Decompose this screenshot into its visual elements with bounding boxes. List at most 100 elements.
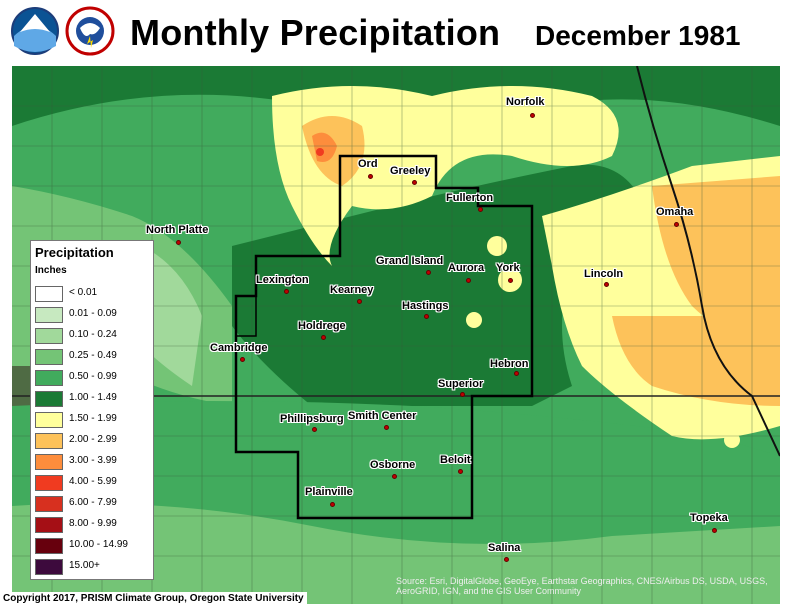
- legend-item: 8.00 - 9.99: [35, 516, 151, 534]
- missouri-river-boundary: [636, 66, 780, 457]
- legend-item: 0.50 - 0.99: [35, 369, 151, 387]
- legend-swatch: [35, 475, 63, 491]
- nws-logo-icon: [65, 6, 115, 56]
- legend-swatch: [35, 538, 63, 554]
- legend-label: 0.50 - 0.99: [69, 371, 117, 382]
- city-dot: [508, 278, 513, 283]
- city-dot: [674, 222, 679, 227]
- legend-label: 4.00 - 5.99: [69, 476, 117, 487]
- precipitation-map: [12, 66, 780, 604]
- legend-label: 1.50 - 1.99: [69, 413, 117, 424]
- city-label-smith-center: Smith Center: [348, 410, 417, 422]
- city-dot: [458, 469, 463, 474]
- legend-label: 2.00 - 2.99: [69, 434, 117, 445]
- city-dot: [460, 392, 465, 397]
- legend-label: 6.00 - 7.99: [69, 497, 117, 508]
- legend-item: 1.50 - 1.99: [35, 411, 151, 429]
- legend-item: 2.00 - 2.99: [35, 432, 151, 450]
- city-label-aurora: Aurora: [448, 262, 485, 274]
- legend-label: 15.00+: [69, 560, 100, 571]
- city-label-phillipsburg: Phillipsburg: [280, 413, 344, 425]
- city-dot: [312, 427, 317, 432]
- legend-swatch: [35, 370, 63, 386]
- city-label-topeka: Topeka: [690, 512, 728, 524]
- cwa-boundary: [234, 154, 534, 520]
- city-label-norfolk: Norfolk: [506, 96, 545, 108]
- city-label-hebron: Hebron: [490, 358, 529, 370]
- legend-item: 1.00 - 1.49: [35, 390, 151, 408]
- city-dot: [284, 289, 289, 294]
- legend-swatch: [35, 517, 63, 533]
- legend-item: 0.25 - 0.49: [35, 348, 151, 366]
- city-dot: [357, 299, 362, 304]
- legend-label: 0.25 - 0.49: [69, 350, 117, 361]
- legend-item: 10.00 - 14.99: [35, 537, 151, 555]
- city-dot: [504, 557, 509, 562]
- city-dot: [384, 425, 389, 430]
- city-dot: [368, 174, 373, 179]
- legend-label: 0.01 - 0.09: [69, 308, 117, 319]
- legend-swatch: [35, 307, 63, 323]
- noaa-logo-icon: [11, 7, 59, 55]
- city-dot: [466, 278, 471, 283]
- legend-swatch: [35, 286, 63, 302]
- page-subtitle: December 1981: [535, 20, 741, 51]
- legend-units: Inches: [35, 265, 67, 276]
- legend-item: 6.00 - 7.99: [35, 495, 151, 513]
- header: Monthly Precipitation December 1981: [0, 0, 792, 66]
- legend-swatch: [35, 328, 63, 344]
- city-dot: [604, 282, 609, 287]
- legend-swatch: [35, 412, 63, 428]
- city-dot: [478, 207, 483, 212]
- city-dot: [240, 357, 245, 362]
- copyright: Copyright 2017, PRISM Climate Group, Ore…: [0, 592, 307, 605]
- city-label-superior: Superior: [438, 378, 484, 390]
- city-dot: [426, 270, 431, 275]
- city-label-holdrege: Holdrege: [298, 320, 346, 332]
- city-label-omaha: Omaha: [656, 206, 694, 218]
- legend: Precipitation Inches < 0.01 0.01 - 0.09 0.…: [30, 240, 154, 580]
- legend-swatch: [35, 559, 63, 575]
- legend-swatch: [35, 433, 63, 449]
- city-label-grand-island: Grand Island: [376, 255, 444, 267]
- city-label-beloit: Beloit: [440, 454, 471, 466]
- city-label-north-platte: North Platte: [146, 224, 209, 236]
- city-label-kearney: Kearney: [330, 284, 374, 296]
- legend-swatch: [35, 349, 63, 365]
- legend-item: 15.00+: [35, 558, 151, 576]
- city-dot: [424, 314, 429, 319]
- legend-label: 10.00 - 14.99: [69, 539, 128, 550]
- legend-item: 0.01 - 0.09: [35, 306, 151, 324]
- city-dot: [176, 240, 181, 245]
- city-label-lexington: Lexington: [256, 274, 309, 286]
- legend-label: 8.00 - 9.99: [69, 518, 117, 529]
- city-dot: [321, 335, 326, 340]
- legend-item: 0.10 - 0.24: [35, 327, 151, 345]
- city-label-osborne: Osborne: [370, 459, 416, 471]
- legend-swatch: [35, 391, 63, 407]
- legend-label: 3.00 - 3.99: [69, 455, 117, 466]
- city-dot: [530, 113, 535, 118]
- legend-item: 4.00 - 5.99: [35, 474, 151, 492]
- city-label-york: York: [496, 262, 520, 274]
- map-source-credit: Source: Esri, DigitalGlobe, GeoEye, Eart…: [396, 576, 768, 596]
- city-label-plainville: Plainville: [305, 486, 353, 498]
- legend-title: Precipitation: [35, 245, 114, 260]
- city-dot: [330, 502, 335, 507]
- legend-item: < 0.01: [35, 285, 151, 303]
- legend-item: 3.00 - 3.99: [35, 453, 151, 471]
- legend-label: 1.00 - 1.49: [69, 392, 117, 403]
- city-label-greeley: Greeley: [390, 165, 431, 177]
- city-label-cambridge: Cambridge: [210, 342, 268, 354]
- city-dot: [514, 371, 519, 376]
- legend-swatch: [35, 454, 63, 470]
- city-label-hastings: Hastings: [402, 300, 449, 312]
- city-dot: [392, 474, 397, 479]
- city-label-lincoln: Lincoln: [584, 268, 624, 280]
- legend-label: < 0.01: [69, 287, 98, 298]
- city-dot: [412, 180, 417, 185]
- legend-swatch: [35, 496, 63, 512]
- city-label-fullerton: Fullerton: [446, 192, 494, 204]
- legend-label: 0.10 - 0.24: [69, 329, 117, 340]
- page-title: Monthly Precipitation: [130, 12, 501, 53]
